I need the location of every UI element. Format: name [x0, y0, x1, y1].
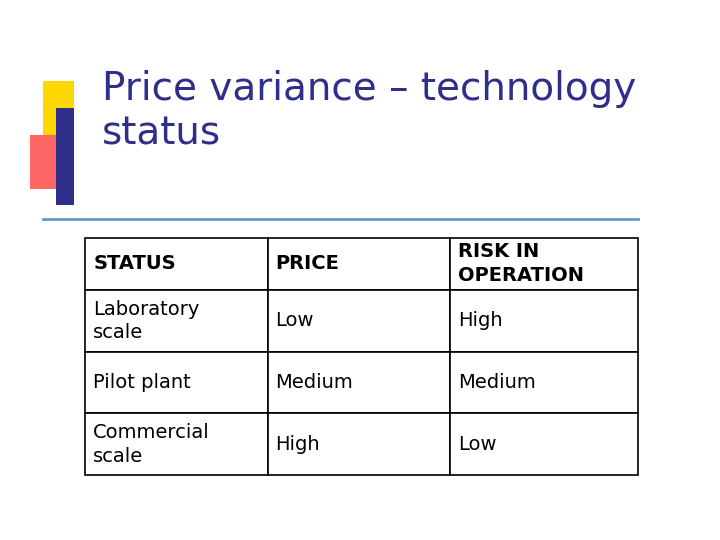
Text: High: High	[458, 311, 503, 330]
Text: Medium: Medium	[276, 373, 354, 392]
FancyBboxPatch shape	[86, 238, 268, 290]
FancyBboxPatch shape	[450, 352, 637, 414]
FancyBboxPatch shape	[268, 238, 450, 290]
Text: Laboratory
scale: Laboratory scale	[94, 300, 199, 342]
Text: Price variance – technology
status: Price variance – technology status	[102, 70, 636, 152]
Text: High: High	[276, 435, 320, 454]
Text: Low: Low	[276, 311, 314, 330]
FancyBboxPatch shape	[86, 414, 268, 475]
FancyBboxPatch shape	[450, 238, 637, 290]
Text: Medium: Medium	[458, 373, 536, 392]
FancyBboxPatch shape	[30, 135, 66, 189]
FancyBboxPatch shape	[268, 290, 450, 352]
Text: Pilot plant: Pilot plant	[94, 373, 191, 392]
FancyBboxPatch shape	[268, 352, 450, 414]
Text: Commercial
scale: Commercial scale	[94, 423, 210, 465]
Text: STATUS: STATUS	[94, 254, 176, 273]
FancyBboxPatch shape	[42, 81, 74, 151]
Text: RISK IN
OPERATION: RISK IN OPERATION	[458, 242, 584, 285]
FancyBboxPatch shape	[86, 290, 268, 352]
FancyBboxPatch shape	[268, 414, 450, 475]
FancyBboxPatch shape	[86, 352, 268, 414]
Text: PRICE: PRICE	[276, 254, 339, 273]
FancyBboxPatch shape	[56, 108, 74, 205]
Text: Low: Low	[458, 435, 496, 454]
FancyBboxPatch shape	[450, 414, 637, 475]
FancyBboxPatch shape	[450, 290, 637, 352]
